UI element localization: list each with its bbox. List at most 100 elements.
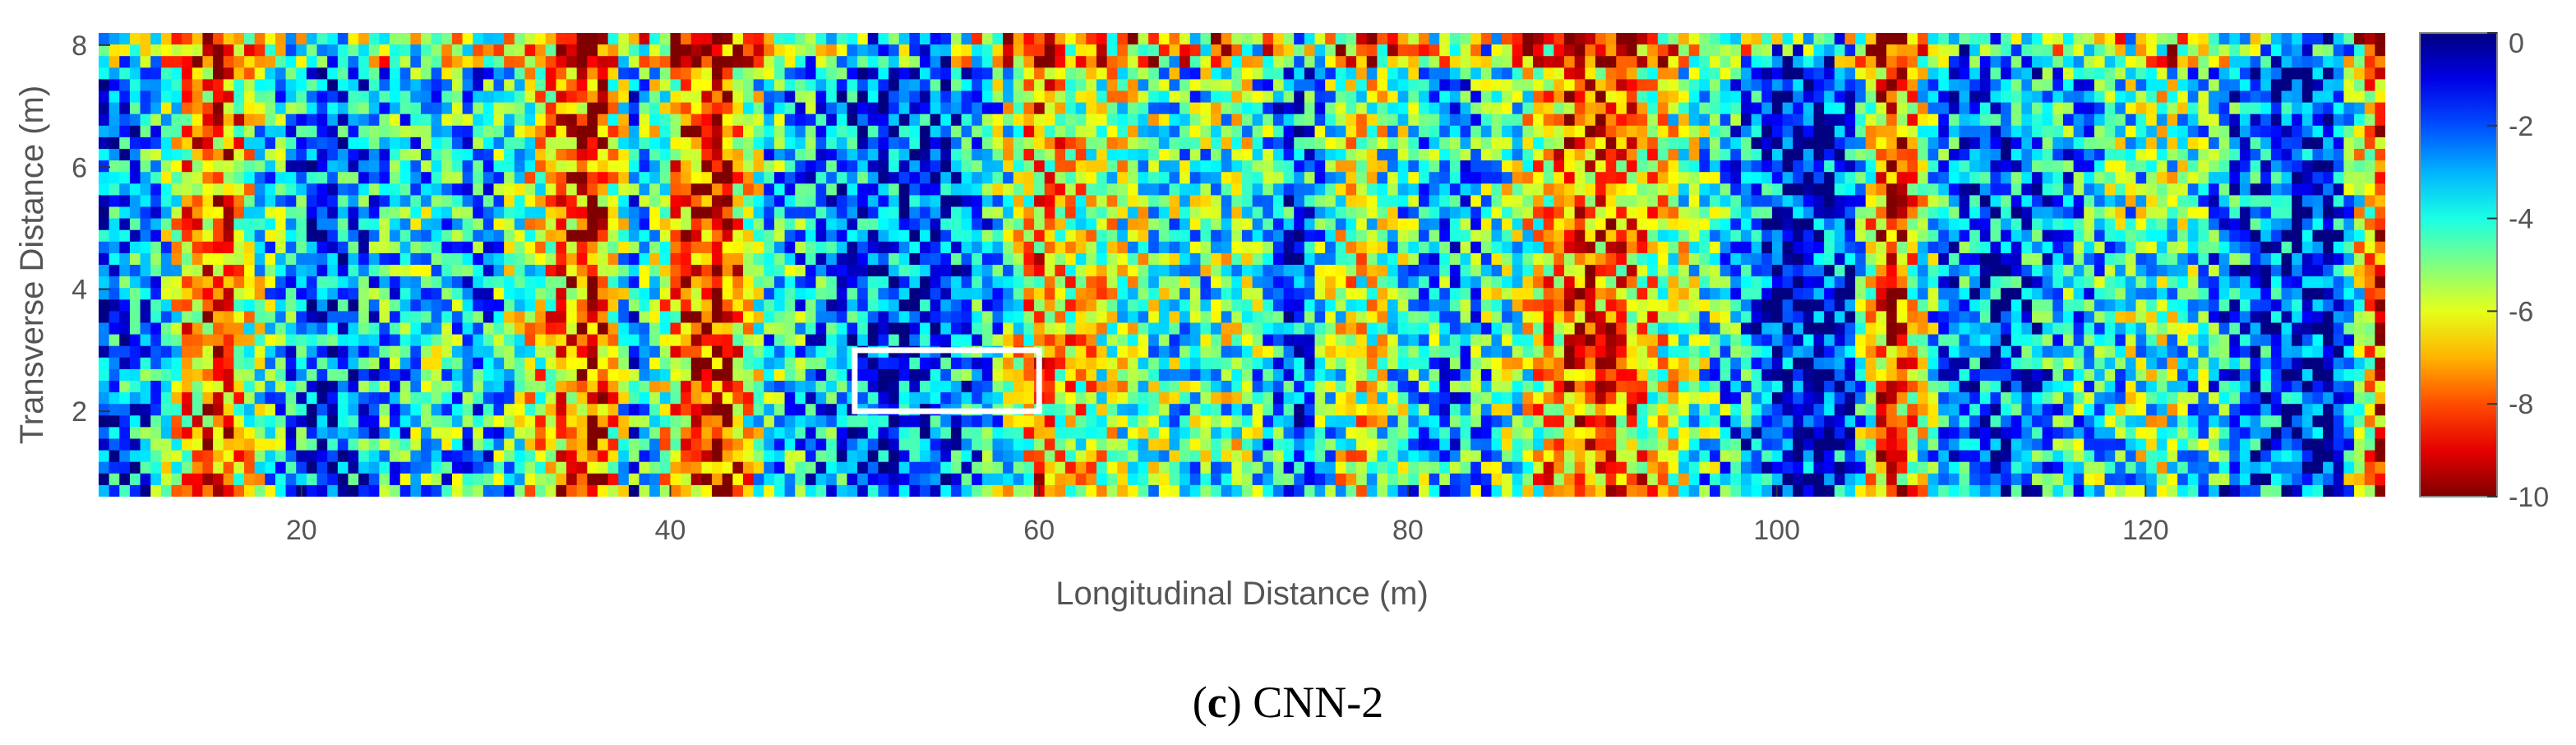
heatmap-cell bbox=[628, 345, 640, 359]
heatmap-cell bbox=[878, 79, 889, 92]
heatmap-cell bbox=[265, 183, 276, 197]
heatmap-cell bbox=[566, 392, 578, 405]
heatmap-cell bbox=[1158, 160, 1170, 173]
heatmap-cell bbox=[1023, 113, 1035, 127]
heatmap-cell bbox=[898, 218, 911, 231]
heatmap-cell bbox=[1346, 206, 1357, 220]
heatmap-cell bbox=[607, 345, 620, 359]
heatmap-cell bbox=[202, 160, 214, 173]
heatmap-cell bbox=[628, 368, 640, 382]
heatmap-cell bbox=[732, 252, 744, 266]
heatmap-cell bbox=[524, 368, 536, 382]
heatmap-cell bbox=[99, 229, 110, 243]
heatmap-cell bbox=[244, 311, 256, 324]
heatmap-cell bbox=[275, 56, 287, 69]
heatmap-cell bbox=[628, 427, 640, 440]
heatmap-cell bbox=[108, 218, 121, 231]
heatmap-cell bbox=[639, 265, 651, 277]
heatmap-cell bbox=[213, 218, 224, 231]
heatmap-cell bbox=[1304, 44, 1316, 57]
heatmap-cell bbox=[556, 241, 567, 254]
heatmap-cell bbox=[961, 33, 973, 45]
heatmap-cell bbox=[681, 33, 692, 45]
heatmap-cell bbox=[150, 252, 162, 266]
heatmap-cell bbox=[358, 368, 370, 382]
heatmap-cell bbox=[213, 113, 224, 127]
heatmap-cell bbox=[244, 427, 256, 440]
heatmap-cell bbox=[940, 229, 952, 243]
heatmap-cell bbox=[1325, 125, 1336, 138]
heatmap-cell bbox=[1346, 67, 1357, 81]
heatmap-cell bbox=[213, 56, 224, 69]
heatmap-cell bbox=[753, 160, 765, 173]
heatmap-cell bbox=[316, 357, 328, 370]
heatmap-cell bbox=[972, 56, 983, 69]
heatmap-cell bbox=[681, 252, 692, 266]
heatmap-cell bbox=[504, 450, 515, 463]
heatmap-cell bbox=[867, 79, 879, 92]
heatmap-cell bbox=[108, 149, 121, 161]
heatmap-cell bbox=[898, 461, 911, 474]
heatmap-cell bbox=[482, 438, 495, 451]
heatmap-cell bbox=[1366, 56, 1378, 69]
heatmap-cell bbox=[992, 368, 1004, 382]
heatmap-cell bbox=[233, 450, 245, 463]
heatmap-cell bbox=[1065, 368, 1077, 382]
heatmap-cell bbox=[857, 334, 869, 347]
heatmap-cell bbox=[545, 241, 557, 254]
heatmap-cell bbox=[1346, 44, 1357, 57]
heatmap-cell bbox=[316, 67, 328, 81]
heatmap-cell bbox=[940, 322, 952, 335]
heatmap-cell bbox=[327, 125, 339, 138]
heatmap-cell bbox=[1294, 461, 1305, 474]
heatmap-cell bbox=[930, 415, 942, 428]
heatmap-cell bbox=[296, 229, 307, 243]
heatmap-cell bbox=[690, 252, 703, 266]
heatmap-cell bbox=[628, 357, 640, 370]
heatmap-cell bbox=[805, 206, 817, 220]
heatmap-cell bbox=[337, 229, 349, 243]
heatmap-cell bbox=[1106, 368, 1119, 382]
heatmap-cell bbox=[1169, 473, 1180, 486]
heatmap-cell bbox=[192, 56, 204, 69]
heatmap-cell bbox=[244, 334, 256, 347]
heatmap-cell bbox=[493, 427, 505, 440]
heatmap-cell bbox=[1221, 381, 1233, 393]
heatmap-cell bbox=[1106, 450, 1119, 463]
heatmap-cell bbox=[587, 276, 598, 289]
heatmap-cell bbox=[1366, 438, 1378, 451]
heatmap-cell bbox=[712, 265, 723, 277]
heatmap-cell bbox=[1086, 172, 1097, 185]
heatmap-cell bbox=[836, 345, 848, 359]
heatmap-cell bbox=[556, 381, 567, 393]
heatmap-cell bbox=[972, 415, 983, 428]
heatmap-cell bbox=[451, 241, 464, 254]
heatmap-cell bbox=[1211, 415, 1222, 428]
heatmap-cell bbox=[1242, 56, 1253, 69]
heatmap-cell bbox=[743, 334, 755, 347]
heatmap-cell bbox=[1086, 79, 1097, 92]
heatmap-cell bbox=[618, 450, 630, 463]
heatmap-cell bbox=[1044, 90, 1056, 104]
heatmap-cell bbox=[462, 299, 474, 312]
heatmap-cell bbox=[556, 218, 567, 231]
heatmap-cell bbox=[690, 160, 703, 173]
heatmap-cell bbox=[1211, 368, 1222, 382]
heatmap-cell bbox=[607, 183, 620, 197]
heatmap-cell bbox=[690, 438, 703, 451]
heatmap-cell bbox=[1242, 44, 1253, 57]
heatmap-cell bbox=[1023, 415, 1035, 428]
heatmap-cell bbox=[171, 450, 182, 463]
heatmap-cell bbox=[1138, 125, 1149, 138]
heatmap-cell bbox=[784, 288, 796, 301]
heatmap-cell bbox=[732, 334, 744, 347]
heatmap-cell bbox=[493, 67, 505, 81]
heatmap-cell bbox=[441, 357, 453, 370]
heatmap-cell bbox=[732, 265, 744, 277]
heatmap-cell bbox=[1180, 79, 1191, 92]
heatmap-cell bbox=[379, 345, 390, 359]
heatmap-cell bbox=[587, 484, 598, 497]
heatmap-cell bbox=[296, 450, 307, 463]
heatmap-cell bbox=[878, 113, 889, 127]
heatmap-cell bbox=[545, 229, 557, 243]
